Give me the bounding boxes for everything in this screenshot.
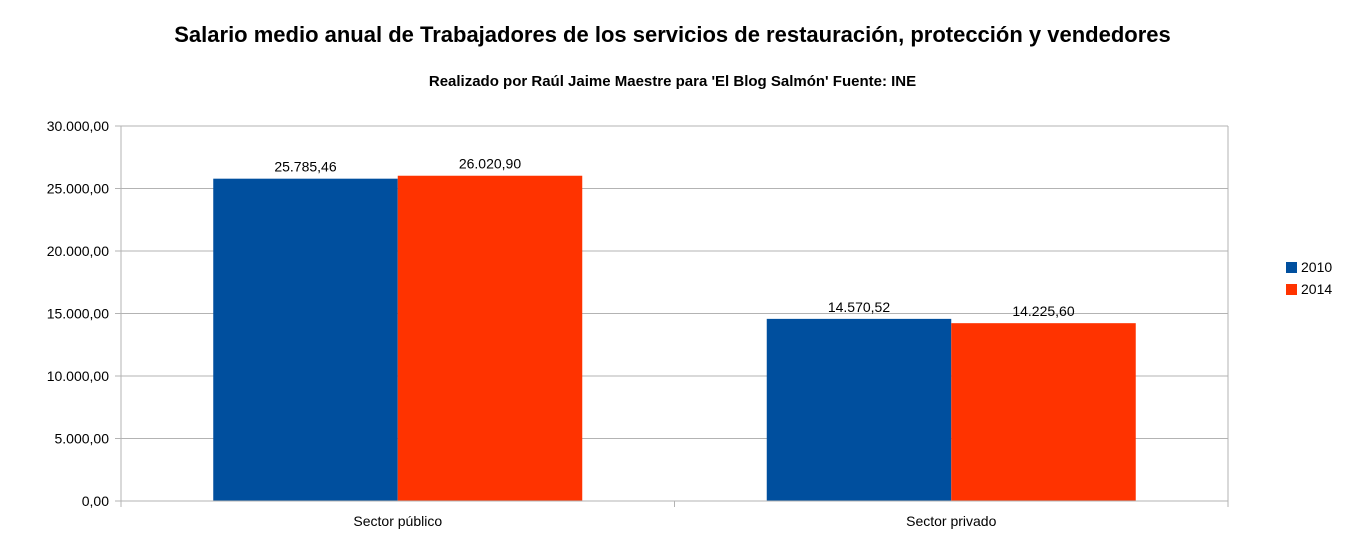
bar-2010 <box>213 178 398 501</box>
x-category-label: Sector privado <box>906 513 996 529</box>
data-label: 26.020,90 <box>459 156 521 172</box>
data-label: 14.570,52 <box>828 299 890 315</box>
legend-label: 2010 <box>1301 259 1332 275</box>
data-label: 14.225,60 <box>1012 303 1074 319</box>
labels: 0,00 5.000,00 10.000,00 15.000,00 20.000,00 2… <box>47 118 1075 529</box>
y-tick-label: 25.000,00 <box>47 181 109 197</box>
bar-2014 <box>951 323 1136 501</box>
y-tick-label: 0,00 <box>82 493 109 509</box>
bar-2010 <box>766 318 952 501</box>
x-category-label: Sector público <box>353 513 442 529</box>
legend-label: 2014 <box>1301 281 1332 297</box>
y-tick-label: 30.000,00 <box>47 118 109 134</box>
chart-subtitle: Realizado por Raúl Jaime Maestre para 'E… <box>428 73 917 90</box>
legend-swatch-2010 <box>1286 262 1297 273</box>
y-tick-label: 20.000,00 <box>47 243 109 259</box>
legend-swatch-2014 <box>1286 284 1297 295</box>
chart-title: Salario medio anual de Trabajadores de l… <box>174 22 1171 47</box>
y-tick-label: 5.000,00 <box>55 431 110 447</box>
y-tick-label: 15.000,00 <box>47 306 109 322</box>
legend: 2010 2014 <box>1286 259 1332 297</box>
bar-2014 <box>397 175 583 501</box>
axes <box>115 125 1229 507</box>
bars <box>213 175 1136 501</box>
y-tick-label: 10.000,00 <box>47 368 109 384</box>
data-label: 25.785,46 <box>274 159 336 175</box>
